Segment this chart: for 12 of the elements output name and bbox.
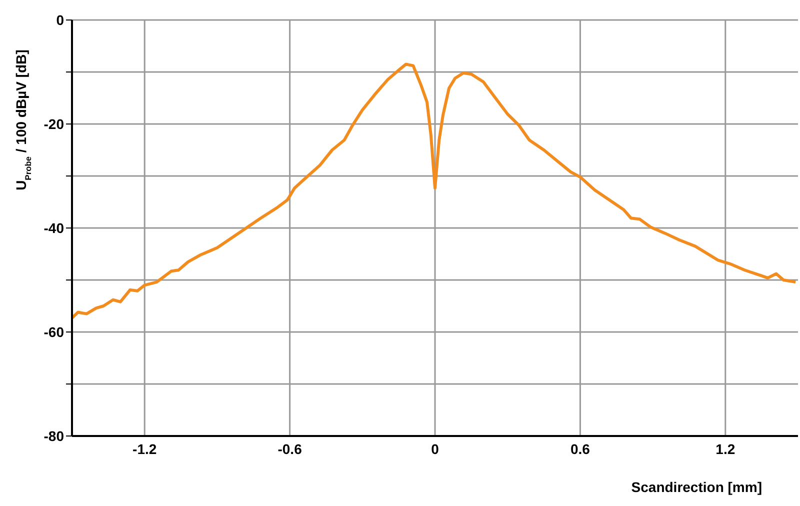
line-series bbox=[72, 62, 798, 320]
y-tick-label: -40 bbox=[44, 220, 64, 236]
y-tick-label: 0 bbox=[56, 12, 64, 28]
y-tick-label: -60 bbox=[44, 324, 64, 340]
x-tick-label: 0 bbox=[431, 440, 440, 457]
x-tick-label: 1.2 bbox=[716, 440, 736, 457]
x-tick-label: -0.6 bbox=[278, 440, 302, 457]
x-axis-title: Scandirection [mm] bbox=[631, 479, 762, 495]
y-tick-label: -80 bbox=[44, 428, 64, 444]
x-tick-label: -1.2 bbox=[132, 440, 157, 457]
x-tick-label: 0.6 bbox=[570, 440, 590, 457]
y-tick-label: -20 bbox=[44, 116, 64, 132]
